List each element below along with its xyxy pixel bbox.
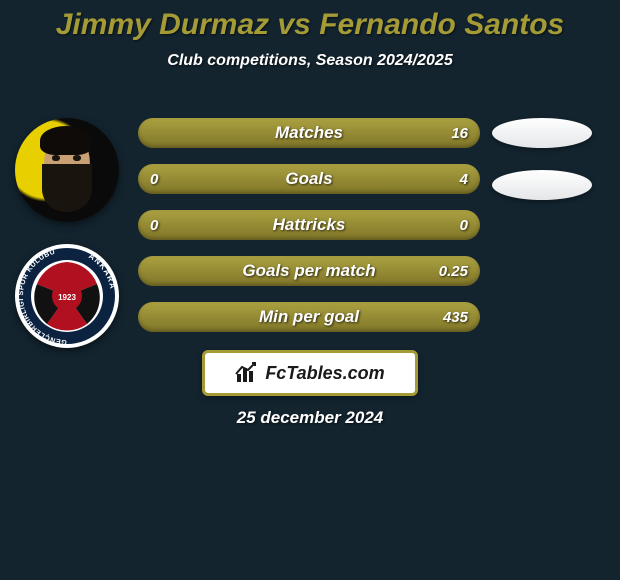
stat-row: Min per goal435 xyxy=(138,302,480,332)
stat-right-value: 16 xyxy=(451,125,468,142)
stat-row: 0Hattricks0 xyxy=(138,210,480,240)
stat-row: 0Goals4 xyxy=(138,164,480,194)
brand-box[interactable]: FcTables.com xyxy=(202,350,418,396)
brand-text: FcTables.com xyxy=(265,363,384,384)
player-avatar xyxy=(15,118,119,222)
comparison-subtitle: Club competitions, Season 2024/2025 xyxy=(0,52,620,70)
stat-right-value: 0.25 xyxy=(439,263,468,280)
accent-oval xyxy=(492,170,592,200)
stat-label: Matches xyxy=(138,123,480,143)
stat-label: Goals xyxy=(138,169,480,189)
badge-year: 1923 xyxy=(58,293,76,302)
avatar-eye-left xyxy=(52,155,59,160)
bar-chart-icon xyxy=(235,362,259,384)
avatar-column: 1923 ANKARA GENÇLERBİRLİĞİ SPOR KULÜBÜ xyxy=(8,118,126,348)
stat-right-value: 4 xyxy=(460,171,468,188)
accent-oval xyxy=(492,118,592,148)
avatar-beard xyxy=(42,164,92,212)
stat-label: Min per goal xyxy=(138,307,480,327)
date-text: 25 december 2024 xyxy=(0,408,620,428)
stat-right-value: 0 xyxy=(460,217,468,234)
club-badge-svg: 1923 ANKARA GENÇLERBİRLİĞİ SPOR KULÜBÜ xyxy=(15,244,119,348)
stat-row: Matches16 xyxy=(138,118,480,148)
stat-left-value: 0 xyxy=(150,171,158,188)
stat-right-value: 435 xyxy=(443,309,468,326)
comparison-title: Jimmy Durmaz vs Fernando Santos xyxy=(0,0,620,42)
avatar-eye-right xyxy=(73,155,80,160)
stat-row: Goals per match0.25 xyxy=(138,256,480,286)
stat-label: Goals per match xyxy=(138,261,480,281)
stat-left-value: 0 xyxy=(150,217,158,234)
right-ovals-column xyxy=(492,118,602,222)
club-badge: 1923 ANKARA GENÇLERBİRLİĞİ SPOR KULÜBÜ xyxy=(15,244,119,348)
stats-container: Matches160Goals40Hattricks0Goals per mat… xyxy=(138,118,480,348)
avatar-hair xyxy=(40,126,92,155)
stat-label: Hattricks xyxy=(138,215,480,235)
